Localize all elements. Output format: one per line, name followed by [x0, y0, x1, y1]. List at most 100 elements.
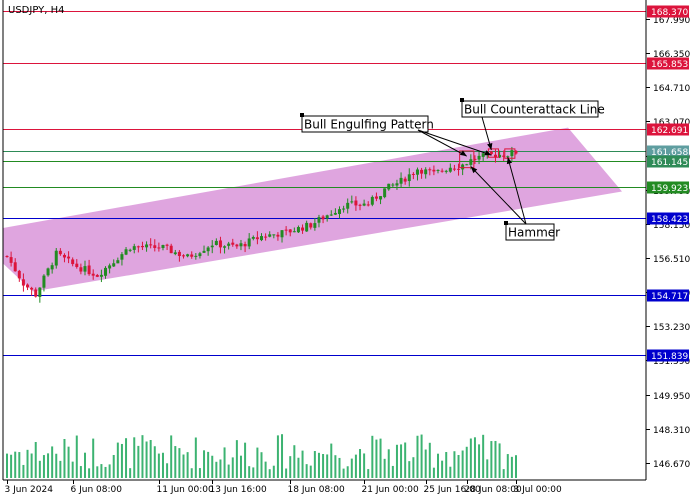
candle-body	[379, 196, 383, 200]
candle-body	[128, 249, 132, 251]
annotation-text: Hammer	[508, 226, 560, 240]
candle-body	[440, 170, 444, 172]
candle-body	[9, 257, 13, 263]
annotations-layer: Bull Engulfing Pattern Bull Counterattack…	[300, 98, 605, 241]
time-tick-label: 18 Jun 08:00	[288, 485, 345, 495]
candle-body	[149, 244, 153, 246]
candle-body	[251, 236, 255, 239]
candle-body	[477, 155, 481, 160]
candle-body	[436, 169, 440, 171]
trend-channel	[3, 127, 622, 292]
candle-body	[333, 212, 337, 215]
candle-body	[444, 170, 448, 172]
candle-body	[383, 188, 387, 198]
candle-body	[13, 262, 17, 272]
candle-body	[186, 254, 190, 257]
candle-body	[38, 287, 42, 297]
candle-body	[202, 250, 206, 253]
candle-body	[498, 154, 502, 158]
candle-body	[272, 234, 276, 236]
candle-body	[91, 273, 95, 276]
price-tick-label: 148.310	[653, 426, 690, 436]
price-tick-label: 149.950	[653, 392, 690, 402]
candle-body	[473, 158, 477, 160]
candle-body	[260, 236, 263, 241]
candle-body	[350, 201, 354, 203]
price-label-bg-162.691	[647, 123, 689, 136]
candle-body	[313, 223, 317, 228]
time-tick-label: 11 Jun 00:00	[157, 485, 214, 495]
candle-body	[132, 246, 136, 250]
price-label-151.839: 151.839	[651, 352, 688, 362]
candle-body	[342, 208, 346, 210]
price-label-162.691: 162.691	[651, 126, 688, 136]
annotation-arrowhead	[484, 150, 492, 156]
candle-body	[391, 184, 395, 186]
candle-body	[99, 274, 103, 277]
time-tick-label: 25 Jun 16:00	[424, 485, 481, 495]
annotation-arrow	[470, 166, 527, 225]
annotation-arrow	[507, 157, 527, 225]
price-label-bg-165.853	[647, 57, 689, 70]
price-label-bg-161.145	[647, 155, 689, 168]
candle-body	[198, 253, 202, 257]
chart-title: USDJPY, H4	[8, 5, 64, 16]
candle-body	[448, 167, 452, 172]
candle-body	[50, 265, 54, 270]
price-label-154.717: 154.717	[651, 292, 688, 302]
price-tick-label: 164.710	[653, 84, 690, 94]
annotation-hammer: Hammer	[470, 157, 560, 241]
candle-body	[239, 243, 243, 247]
candle-body	[358, 204, 362, 206]
candle-body	[145, 244, 149, 248]
time-tick-label: 6 Jun 08:00	[71, 485, 123, 495]
time-tick-label: 13 Jun 16:00	[210, 485, 267, 495]
candle-body	[46, 268, 50, 276]
candle-body	[264, 236, 268, 238]
candle-body	[140, 245, 144, 248]
candle-body	[452, 168, 456, 170]
candle-body	[214, 240, 218, 245]
candle-body	[255, 237, 259, 240]
candle-body	[469, 159, 473, 165]
candle-body	[292, 231, 296, 233]
candle-body	[71, 259, 75, 265]
candle-body	[120, 254, 124, 260]
candle-body	[247, 238, 251, 247]
annotation-bull-engulfing-pattern: Bull Engulfing Pattern	[300, 113, 492, 157]
candle-body	[346, 202, 350, 209]
price-label-159.923: 159.923	[651, 184, 688, 194]
candle-body	[223, 246, 227, 248]
annotation-arrow	[417, 129, 492, 156]
annotation-anchor	[300, 113, 304, 117]
price-label-161.658: 161.658	[651, 148, 688, 158]
pattern-box	[459, 150, 475, 169]
candle-body	[415, 169, 419, 175]
candle-body	[235, 244, 239, 247]
candle-body	[325, 215, 329, 219]
candle-body	[124, 249, 128, 255]
candle-body	[42, 275, 46, 288]
time-tick-label: 21 Jun 00:00	[362, 485, 419, 495]
candle-body	[420, 169, 424, 174]
candle-body	[407, 174, 411, 182]
candle-body	[104, 267, 108, 276]
annotation-arrowhead	[487, 143, 493, 150]
candle-body	[112, 263, 116, 267]
price-tick-label: 146.670	[653, 460, 690, 470]
candle-body	[218, 240, 222, 248]
candle-body	[54, 250, 58, 266]
annotation-anchor	[460, 98, 464, 102]
candle-body	[34, 289, 38, 297]
price-tick-label: 167.990	[653, 16, 690, 26]
candle-body	[153, 245, 157, 248]
candle-body	[87, 265, 91, 275]
candle-body	[411, 173, 415, 175]
price-label-bg-158.423	[647, 212, 689, 225]
time-tick-label: 3 Jun 2024	[5, 485, 54, 495]
candle-body	[280, 230, 284, 238]
annotation-text: Bull Engulfing Pattern	[304, 118, 434, 132]
candle-body	[317, 217, 321, 223]
volume-layer	[6, 434, 517, 478]
